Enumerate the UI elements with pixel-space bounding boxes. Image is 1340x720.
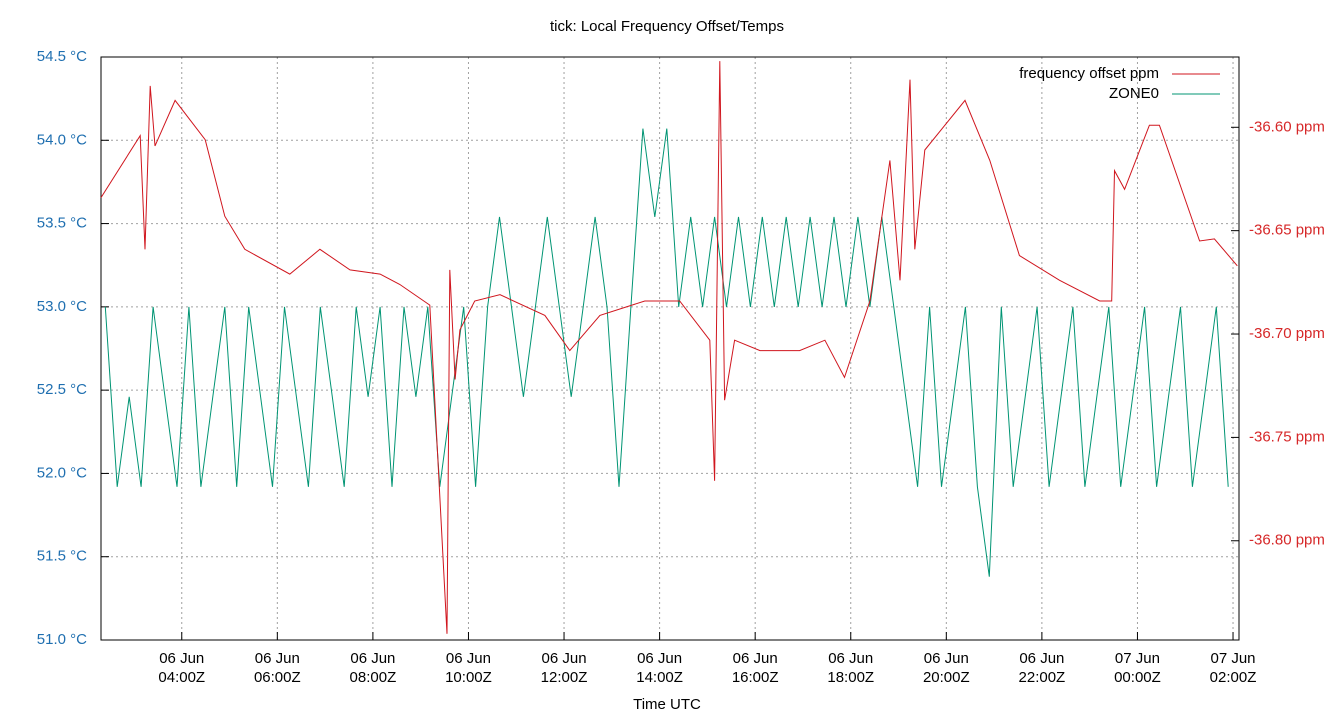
x-tick-label: 06 Jun 04:00Z: [158, 650, 206, 686]
y-tick-label: 53.5 °C: [37, 215, 87, 232]
x-tick-label: 06 Jun 18:00Z: [827, 650, 875, 686]
x-tick-label: 06 Jun 16:00Z: [731, 650, 779, 686]
x-tick-label: 06 Jun 12:00Z: [540, 650, 588, 686]
x-tick-label: 06 Jun 14:00Z: [636, 650, 683, 686]
plot-frame: [100, 56, 1240, 641]
y2-tick-label: -36.65 ppm: [1249, 222, 1325, 239]
x-tick-label: 06 Jun 08:00Z: [349, 650, 397, 686]
y-tick-label: 51.0 °C: [37, 631, 87, 648]
y-tick-label: 52.0 °C: [37, 464, 87, 481]
x-tick-label: 07 Jun 02:00Z: [1209, 650, 1257, 686]
x-tick-label: 06 Jun 20:00Z: [922, 650, 970, 686]
series-line: [104, 128, 1229, 577]
y-tick-label: 52.5 °C: [37, 381, 87, 398]
y2-tick-label: -36.60 ppm: [1249, 118, 1325, 135]
x-tick-label: 07 Jun 00:00Z: [1114, 650, 1161, 686]
y-tick-label: 51.5 °C: [37, 548, 87, 565]
y2-tick-label: -36.75 ppm: [1249, 428, 1325, 445]
y2-tick-label: -36.80 ppm: [1249, 532, 1325, 549]
y-tick-label: 53.0 °C: [37, 298, 87, 315]
legend-label: ZONE0: [1109, 85, 1159, 102]
x-tick-label: 06 Jun 10:00Z: [445, 650, 492, 686]
legend-label: frequency offset ppm: [1019, 65, 1159, 82]
x-axis-label: Time UTC: [633, 696, 701, 713]
series-line: [100, 61, 1238, 634]
chart-title: tick: Local Frequency Offset/Temps: [550, 18, 784, 35]
x-tick-label: 06 Jun 06:00Z: [253, 650, 301, 686]
y-tick-label: 54.5 °C: [37, 48, 87, 65]
y-tick-label: 54.0 °C: [37, 131, 87, 148]
y2-tick-label: -36.70 ppm: [1249, 325, 1325, 342]
x-tick-label: 06 Jun 22:00Z: [1018, 650, 1066, 686]
